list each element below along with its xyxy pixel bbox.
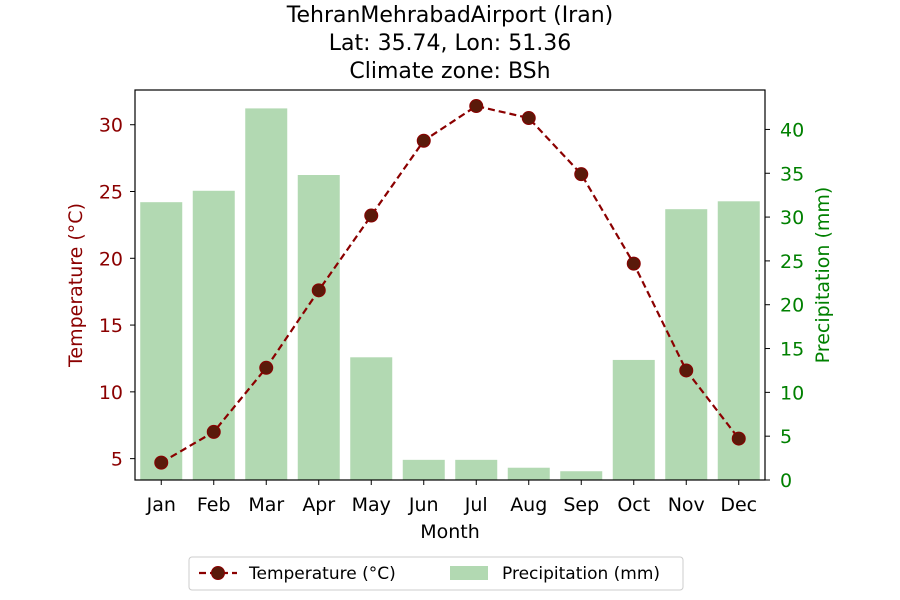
temperature-point: [312, 284, 325, 297]
legend-temperature-label: Temperature (°C): [248, 564, 396, 584]
temperature-line: [155, 100, 746, 470]
legend-precipitation-swatch: [450, 566, 488, 580]
right-tick-label: 40: [780, 119, 804, 141]
precipitation-bar: [140, 202, 182, 480]
x-tick-label: Jun: [408, 494, 439, 516]
left-tick-label: 5: [111, 449, 123, 471]
right-tick-label: 30: [780, 207, 804, 229]
precipitation-bar: [403, 460, 445, 480]
temperature-point: [417, 134, 430, 147]
temperature-point: [575, 168, 588, 181]
precipitation-bar: [350, 357, 392, 480]
x-tick-label: Mar: [248, 494, 284, 516]
right-tick-label: 35: [780, 163, 804, 185]
chart-title: TehranMehrabadAirport (Iran) Lat: 35.74, …: [286, 3, 613, 84]
right-tick-label: 25: [780, 251, 804, 273]
temperature-point: [155, 456, 168, 469]
left-tick-label: 20: [99, 248, 123, 270]
x-tick-label: Jan: [146, 494, 176, 516]
precipitation-bar: [245, 108, 287, 480]
chart-title-line: Climate zone: BSh: [349, 59, 550, 84]
x-tick-label: Sep: [563, 494, 599, 516]
x-tick-label: Feb: [197, 494, 231, 516]
right-tick-label: 15: [780, 339, 804, 361]
temperature-point: [365, 209, 378, 222]
temperature-point: [207, 425, 220, 438]
left-axis-label: Temperature (°C): [65, 203, 87, 368]
left-tick-label: 25: [99, 182, 123, 204]
x-tick-label: Jul: [464, 494, 488, 516]
right-axis-label: Precipitation (mm): [812, 187, 834, 364]
precipitation-bars: [140, 108, 760, 480]
x-tick-label: Apr: [302, 494, 335, 516]
right-tick-label: 0: [780, 470, 792, 492]
legend: Temperature (°C) Precipitation (mm): [189, 557, 683, 590]
temperature-point: [680, 364, 693, 377]
x-tick-label: Dec: [720, 494, 757, 516]
right-tick-label: 20: [780, 295, 804, 317]
right-tick-label: 10: [780, 382, 804, 404]
temperature-point: [470, 100, 483, 113]
x-tick-label: Nov: [668, 494, 705, 516]
precipitation-bar: [298, 175, 340, 480]
x-axis-label: Month: [420, 521, 480, 543]
x-tick-label: Aug: [510, 494, 547, 516]
precipitation-bar: [455, 460, 497, 480]
legend-precipitation-label: Precipitation (mm): [502, 564, 660, 584]
x-tick-label: Oct: [617, 494, 650, 516]
temperature-point: [522, 112, 535, 125]
legend-temperature-marker: [212, 567, 225, 580]
right-tick-label: 5: [780, 426, 792, 448]
precipitation-bar: [665, 209, 707, 480]
precipitation-bar: [560, 471, 602, 480]
precipitation-bar: [508, 468, 550, 480]
x-tick-label: May: [352, 494, 391, 516]
chart-title-line: TehranMehrabadAirport (Iran): [286, 3, 613, 28]
temperature-point: [627, 257, 640, 270]
left-tick-label: 10: [99, 382, 123, 404]
chart-title-line: Lat: 35.74, Lon: 51.36: [329, 31, 571, 56]
temperature-point: [732, 432, 745, 445]
left-tick-label: 30: [99, 115, 123, 137]
left-tick-label: 15: [99, 315, 123, 337]
temperature-point: [260, 361, 273, 374]
precipitation-bar: [613, 360, 655, 480]
